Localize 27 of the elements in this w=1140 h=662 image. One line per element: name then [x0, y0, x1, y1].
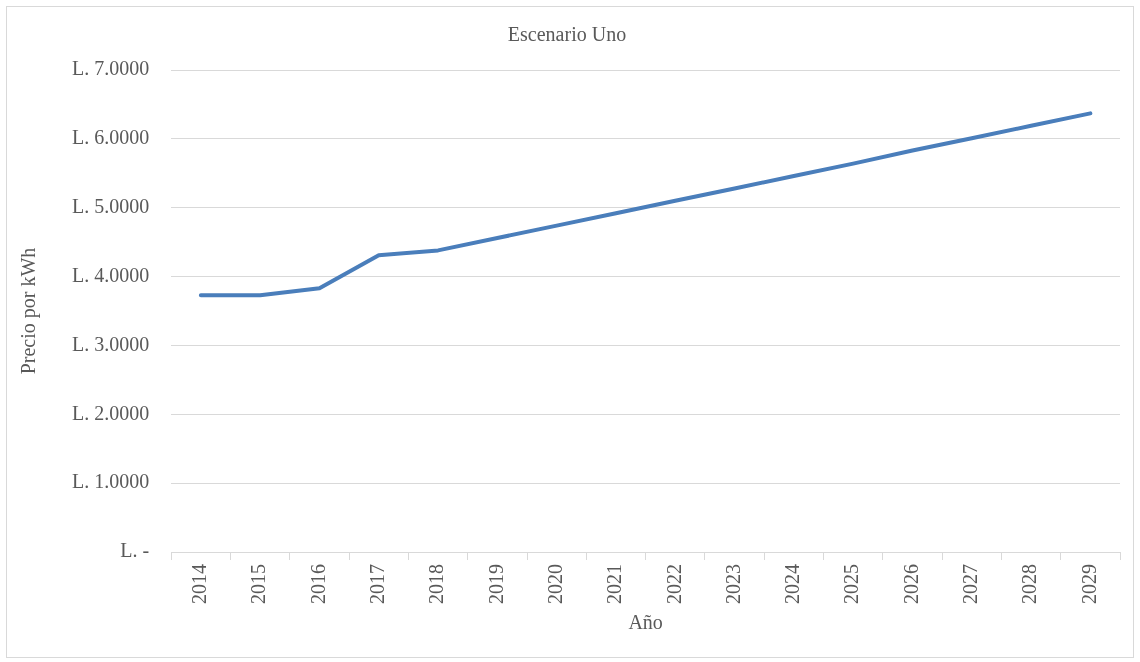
x-tick-label: 2027 [959, 564, 981, 604]
x-tick-label: 2024 [781, 564, 804, 604]
y-tick-label: L. 1.0000 [72, 470, 150, 493]
x-tick-label: 2025 [840, 564, 863, 604]
y-tick-label: L. 3.0000 [72, 332, 150, 355]
y-tick-label: L. 7.0000 [72, 57, 150, 80]
y-tick-label: L. 4.0000 [72, 263, 150, 286]
x-tick-label: 2019 [484, 564, 507, 604]
y-tick-label: L. - [120, 539, 150, 562]
y-axis-title: Precio por kWh [17, 247, 41, 375]
x-tick-label: 2017 [366, 564, 389, 604]
x-tick-label: 2020 [543, 564, 566, 604]
x-tick-label: 2028 [1018, 564, 1041, 604]
x-tick-label: 2016 [306, 564, 329, 604]
x-tick-label: 2021 [603, 564, 626, 604]
x-tick-label: 2023 [721, 564, 744, 604]
x-tick-label: 2018 [425, 564, 448, 604]
y-tick-label: L. 6.0000 [72, 126, 150, 149]
x-axis-title: Año [628, 611, 663, 634]
x-tick-label: 2022 [662, 564, 685, 604]
x-tick-label: 2026 [899, 564, 922, 604]
y-tick-label: L. 2.0000 [72, 401, 150, 424]
chart-title: Escenario Uno [507, 23, 627, 46]
y-tick-label: L. 5.0000 [72, 194, 150, 217]
x-tick-label: 2015 [247, 564, 270, 604]
x-tick-label: 2029 [1077, 564, 1100, 604]
x-tick-label: 2014 [188, 564, 211, 604]
